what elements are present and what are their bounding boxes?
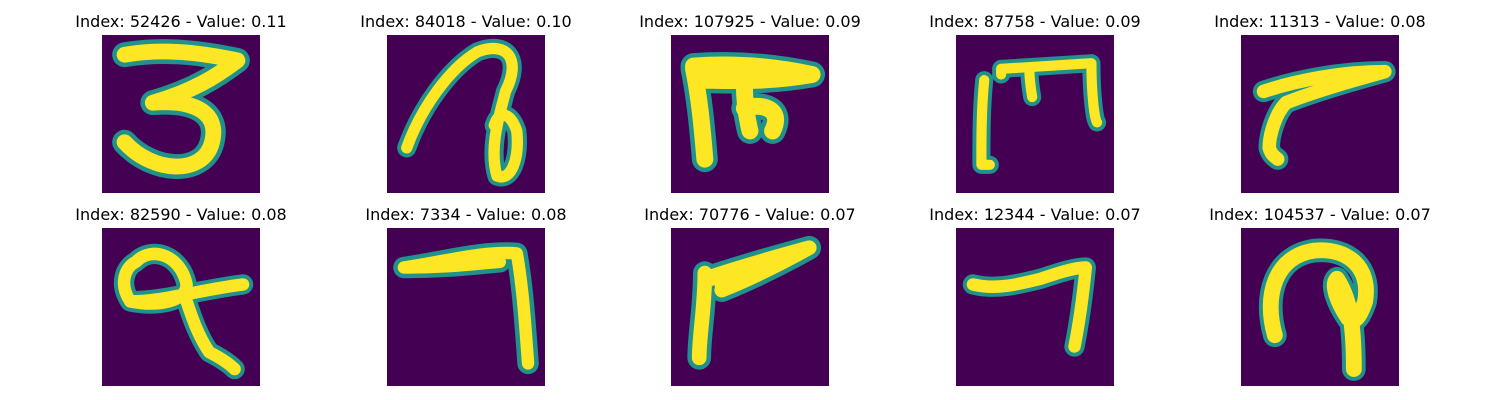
digit-image	[387, 228, 545, 386]
panel-title: Index: 87758 - Value: 0.09	[929, 12, 1141, 31]
digit-image	[956, 35, 1114, 193]
digit-image	[102, 228, 260, 386]
wave-7-glyph	[962, 257, 1096, 357]
panel-6: Index: 82590 - Value: 0.08	[51, 205, 311, 395]
panel-3: Index: 107925 - Value: 0.09	[620, 12, 880, 202]
digit-image	[1241, 35, 1399, 193]
wedge-glyph	[687, 235, 822, 370]
panel-title: Index: 82590 - Value: 0.08	[75, 205, 287, 224]
digit-image	[387, 35, 545, 193]
digit-image	[671, 35, 829, 193]
panel-title: Index: 7334 - Value: 0.08	[365, 205, 567, 224]
digit-image	[1241, 228, 1399, 386]
panel-title: Index: 84018 - Value: 0.10	[360, 12, 572, 31]
digit-image	[671, 228, 829, 386]
panel-title: Index: 52426 - Value: 0.11	[75, 12, 287, 31]
panel-4: Index: 87758 - Value: 0.09	[905, 12, 1165, 202]
panel-title: Index: 11313 - Value: 0.08	[1214, 12, 1426, 31]
p-loop-glyph	[1258, 238, 1378, 381]
panel-title: Index: 70776 - Value: 0.07	[644, 205, 856, 224]
panel-9: Index: 12344 - Value: 0.07	[905, 205, 1165, 395]
slant-7-glyph	[1252, 60, 1396, 170]
pi-glyph	[680, 52, 826, 173]
digit-image	[956, 228, 1114, 386]
digit-3-glyph	[112, 39, 250, 179]
panel-title: Index: 12344 - Value: 0.07	[929, 205, 1141, 224]
panel-1: Index: 52426 - Value: 0.11	[51, 12, 311, 202]
digit-image	[102, 35, 260, 193]
panel-title: Index: 104537 - Value: 0.07	[1209, 205, 1431, 224]
seven-glyph	[393, 242, 539, 375]
panel-8: Index: 70776 - Value: 0.07	[620, 205, 880, 395]
loop-q-glyph	[113, 243, 254, 380]
panel-title: Index: 107925 - Value: 0.09	[639, 12, 861, 31]
panel-7: Index: 7334 - Value: 0.08	[336, 205, 596, 395]
panel-10: Index: 104537 - Value: 0.07	[1190, 205, 1450, 395]
panel-5: Index: 11313 - Value: 0.08	[1190, 12, 1450, 202]
loop-arc-glyph	[397, 38, 527, 187]
m-glyph	[972, 54, 1107, 174]
panel-2: Index: 84018 - Value: 0.10	[336, 12, 596, 202]
